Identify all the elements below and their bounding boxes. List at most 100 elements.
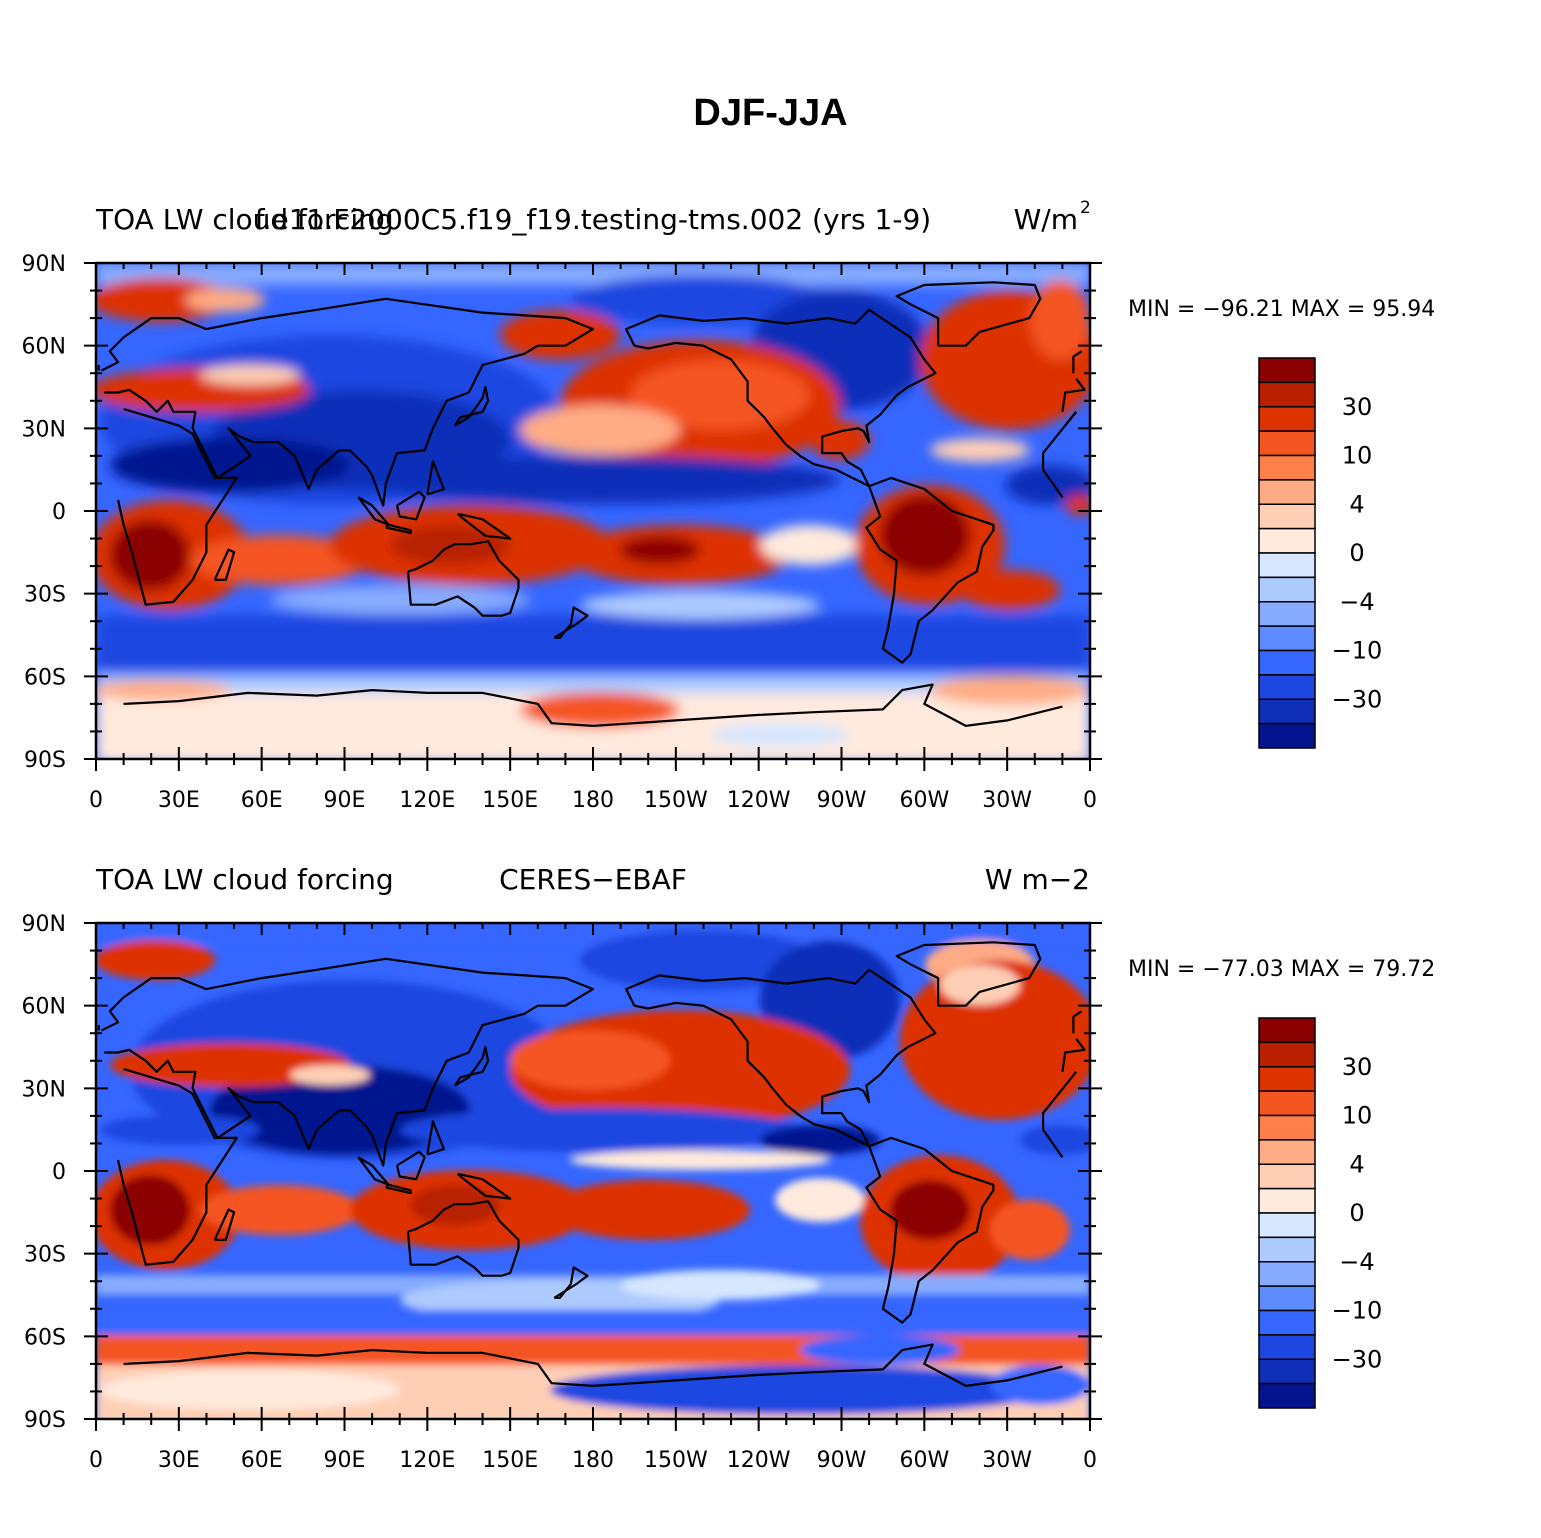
lon-tick-label: 120E [399,1448,455,1473]
colorbar-box [1258,357,1316,384]
lat-tick-label: 60S [24,665,66,690]
colorbar-label: 0 [1349,1199,1364,1227]
coastline [385,1183,412,1195]
lon-tick-label: 30E [158,788,200,813]
coastline [123,683,1063,727]
min-max-stats: MIN = −77.03 MAX = 79.72 [1128,957,1435,982]
colorbar-label: −10 [1332,1297,1383,1325]
coastline [456,1172,512,1200]
colorbar-box [1258,1358,1316,1385]
colorbar-box [1258,674,1316,700]
coastline [97,1010,1083,1034]
panel-right-superscript: 2 [1080,198,1091,218]
colorbar-box [1258,527,1316,554]
lon-tick-label: 90E [324,1448,366,1473]
coastline [456,512,512,540]
lon-tick-label: 90E [324,788,366,813]
colorbar-box [1258,479,1316,505]
coastline [895,281,1042,347]
lat-tick-label: 60N [22,995,66,1020]
panel-right-string: W/m [1014,203,1078,236]
lon-tick-label: 180 [572,788,614,813]
coastline [385,523,412,535]
coastline [625,968,937,1148]
colorbar: 30 10 4 0 −4 −10 −30 [1258,357,1383,749]
colorbar-box [1258,1334,1316,1360]
colorbar-label: 10 [1342,1102,1373,1130]
panel-left-string: TOA LW cloud forcing [95,863,394,896]
lat-tick-label: 60S [24,1325,66,1350]
colorbar-label: 4 [1349,1150,1364,1178]
coastline [406,540,520,617]
coastline [895,941,1042,1007]
lat-tick-label: 60N [22,335,66,360]
colorbar-box [1258,1017,1316,1044]
lat-tick-label: 90S [24,748,66,773]
colorbar-label: −30 [1332,1345,1383,1373]
map-panel-obs [96,923,1090,1419]
lon-tick-label: 90W [817,788,867,813]
colorbar-box [1258,1114,1316,1141]
lon-tick-label: 0 [1083,788,1097,813]
lon-tick-label: 30E [158,1448,200,1473]
colorbar-label: −4 [1339,588,1374,616]
coastline [426,460,445,496]
lon-tick-label: 150W [644,788,708,813]
coastline [213,548,236,581]
lon-tick-label: 180 [572,1448,614,1473]
lon-tick-label: 90W [817,1448,867,1473]
colorbar-box [1258,698,1316,725]
figure-title: DJF-JJA [693,92,848,134]
coastline [123,1343,1063,1387]
colorbar-box [1258,625,1316,652]
colorbar-label: −30 [1332,685,1383,713]
colorbar-box [1258,552,1316,579]
min-max-stats: MIN = −96.21 MAX = 95.94 [1128,297,1435,322]
lat-tick-label: 30S [24,1243,66,1268]
colorbar-box [1258,1041,1316,1068]
contour-field [96,923,1090,1419]
lat-tick-label: 0 [52,500,66,525]
colorbar-label: 30 [1342,393,1373,421]
colorbar-box [1258,454,1316,481]
coastline [865,1136,995,1324]
lon-tick-label: 150E [482,1448,538,1473]
panel-1-overlay: 0 30E 60E 90E 120E 150E 180 150W 120W 90W 60W 30W 09… [22,198,1436,813]
colorbar-box [1258,406,1316,432]
coastline [213,1208,236,1241]
coastline [426,1120,445,1156]
panel-center-string: f.e11.F2000C5.f19_f19.testing-tms.002 (y… [255,203,931,236]
lon-tick-label: 0 [89,788,103,813]
lat-tick-label: 30N [22,1077,66,1102]
colorbar-box [1258,430,1316,457]
lon-tick-label: 120E [399,788,455,813]
colorbar-box [1258,649,1316,676]
colorbar-box [1258,503,1316,530]
lon-tick-label: 60W [899,1448,949,1473]
coastline [625,308,937,488]
colorbar-box [1258,381,1316,408]
map-panel-model [96,263,1090,759]
coastline [101,957,1086,1167]
colorbar-box [1258,576,1316,603]
lon-tick-label: 120W [727,1448,791,1473]
coastline [406,1200,520,1277]
colorbar-label: −4 [1339,1248,1374,1276]
colorbar-label: 0 [1349,539,1364,567]
colorbar-label: 4 [1349,490,1364,518]
colorbar-box [1258,1163,1316,1190]
colorbar-box [1258,1309,1316,1336]
coastlines [97,281,1086,727]
colorbar-box [1258,722,1316,749]
lon-tick-label: 120W [727,788,791,813]
lat-tick-label: 90N [22,912,66,937]
coastlines [97,941,1086,1387]
contour-field [96,263,1090,759]
coastline [395,1150,426,1181]
lon-tick-label: 60E [241,788,283,813]
panel-2-overlay: 0 30E 60E 90E 120E 150E 180 150W 120W 90W 60W 30W 09… [22,863,1436,1473]
lat-tick-label: 30N [22,417,66,442]
colorbar-box [1258,1285,1316,1312]
coastline [117,407,1078,606]
